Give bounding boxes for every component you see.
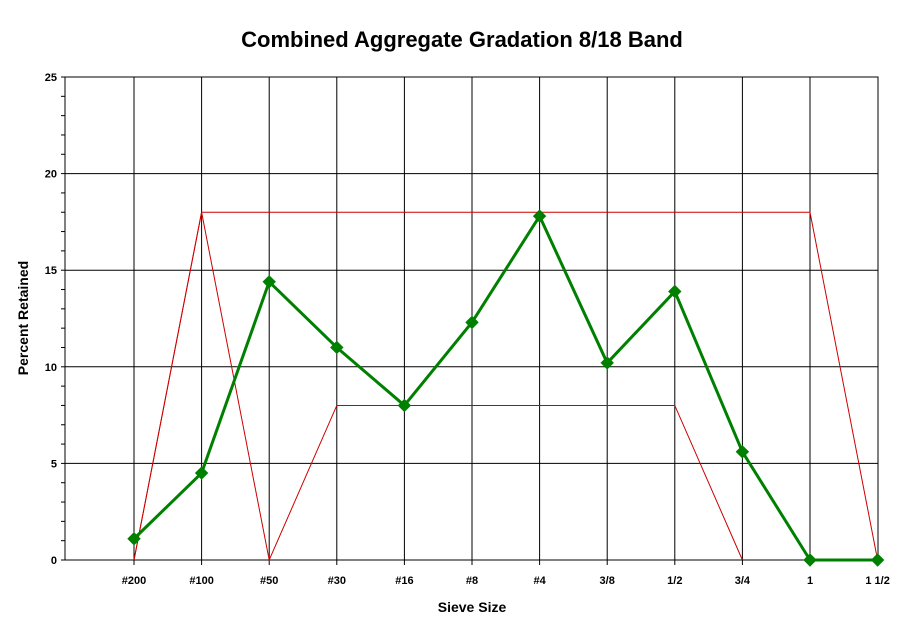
grid-lines [61, 76, 879, 565]
band-upper-line [133, 211, 879, 561]
chart-title: Combined Aggregate Gradation 8/18 Band [241, 27, 683, 52]
spec-band [133, 211, 879, 562]
data-point-marker [600, 356, 614, 370]
x-tick-label: #200 [122, 575, 146, 587]
y-tick-label: 0 [51, 555, 57, 567]
y-tick-label: 10 [45, 362, 57, 374]
y-tick-label: 15 [45, 265, 57, 277]
x-tick-label: #4 [533, 575, 546, 587]
y-tick-label: 5 [51, 458, 57, 470]
x-tick-label: 1 [807, 575, 813, 587]
data-point-marker [262, 275, 276, 289]
data-point-marker [397, 398, 412, 413]
y-tick-label: 25 [45, 72, 57, 84]
x-tick-label: 3/4 [735, 575, 751, 587]
x-tick-label: 1/2 [667, 575, 682, 587]
x-tick-label: 3/8 [600, 575, 615, 587]
y-axis-label: Percent Retained [15, 261, 31, 375]
data-point-marker [127, 532, 141, 546]
gradation-series [127, 209, 885, 567]
x-axis-label: Sieve Size [438, 599, 507, 615]
data-point-marker [870, 553, 885, 567]
data-point-marker [735, 445, 750, 459]
data-point-marker [194, 466, 209, 480]
x-tick-label: #16 [395, 575, 413, 587]
data-point-marker [803, 553, 817, 567]
band-lower-line [133, 212, 743, 562]
x-tick-label: #50 [260, 575, 278, 587]
data-point-marker [668, 284, 682, 299]
x-tick-label: #100 [189, 575, 213, 587]
data-point-marker [465, 315, 479, 330]
data-point-marker [532, 209, 547, 223]
x-tick-label: #30 [328, 575, 346, 587]
x-tick-label: #8 [466, 575, 478, 587]
y-axis-ticks: 0 5 10 15 20 25 [45, 72, 57, 567]
y-tick-label: 20 [45, 169, 57, 181]
x-tick-label: 1 1/2 [865, 575, 889, 587]
data-point-marker [330, 340, 344, 355]
x-axis-ticks: #200 #100 #50 #30 #16 #8 #4 3/8 1/2 3/4 1 1 1/2 [122, 575, 890, 587]
series-line [132, 214, 878, 562]
